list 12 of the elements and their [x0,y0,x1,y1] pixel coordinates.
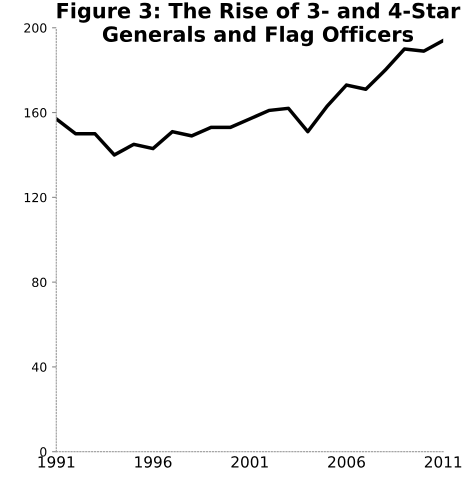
x-tick-label: 2001 [231,456,268,468]
y-tick-label: 120 [24,192,46,202]
x-tick-label: 1991 [38,456,74,468]
y-tick-label: 80 [32,278,46,288]
y-tick-label: 0 [40,447,46,457]
y-tick-label: 160 [24,108,46,118]
y-tick-label: 200 [24,23,46,33]
x-tick-label: 2011 [424,456,462,468]
x-tick-label: 2006 [328,456,365,468]
chart-title: Figure 3: The Rise of 3- and 4-Star Generals and Flag Officers [57,2,460,46]
y-tick-label: 40 [32,362,46,372]
x-tick-label: 1996 [135,456,172,468]
